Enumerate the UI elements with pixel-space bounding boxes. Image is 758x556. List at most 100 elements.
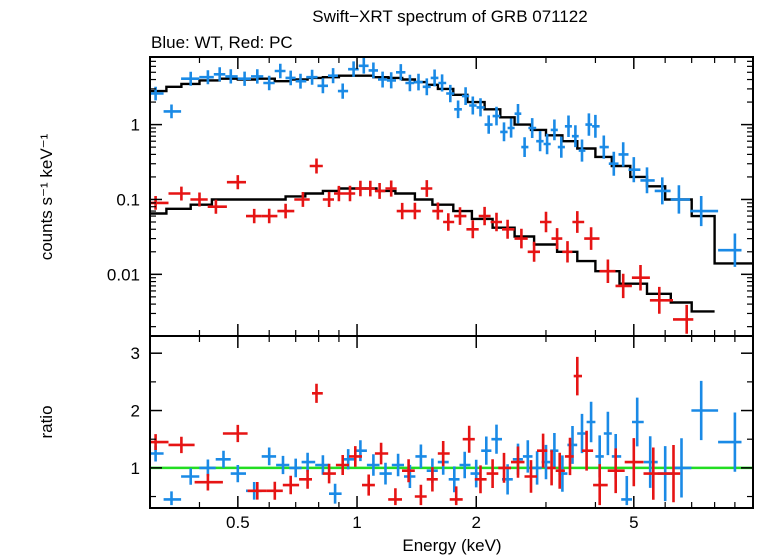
spectrum-PC-point bbox=[396, 202, 409, 220]
ratio-PC-point bbox=[643, 447, 664, 500]
spectrum-WT-point bbox=[640, 167, 655, 194]
x-tick-label: 1 bbox=[352, 513, 361, 532]
ratio-PC-point bbox=[349, 446, 362, 467]
spectrum-WT-point bbox=[414, 73, 423, 91]
ratio-y-tick-label: 2 bbox=[131, 402, 140, 421]
spectrum-WT-point bbox=[564, 115, 572, 137]
spectrum-PC-point bbox=[443, 213, 455, 231]
ratio-WT-point bbox=[163, 491, 182, 506]
ratio-PC-point bbox=[607, 448, 625, 494]
spectrum-WT-point bbox=[306, 69, 318, 85]
model-line-1 bbox=[150, 187, 715, 313]
spectrum-WT-point bbox=[237, 71, 251, 86]
spectrum-PC-point bbox=[261, 208, 278, 224]
spectrum-WT-point bbox=[557, 136, 565, 158]
spectrum-WT-point bbox=[492, 106, 501, 126]
spectrum-WT-point bbox=[199, 70, 214, 85]
ratio-WT-point bbox=[215, 450, 231, 468]
ratio-WT-point bbox=[230, 465, 246, 483]
spectrum-WT-point bbox=[358, 58, 369, 74]
ratio-PC-point bbox=[593, 464, 608, 506]
spectrum-WT-point bbox=[438, 74, 447, 92]
ratio-PC-point bbox=[486, 459, 499, 488]
spectrum-PC-point bbox=[631, 265, 650, 291]
spectrum-WT-point bbox=[328, 68, 338, 84]
ratio-WT-point bbox=[621, 476, 632, 506]
spectrum-y-tick-label: 0.1 bbox=[116, 190, 140, 209]
spectrum-WT-point bbox=[181, 71, 200, 86]
spectrum-WT-point bbox=[536, 131, 544, 152]
spectrum-WT-point bbox=[521, 137, 529, 157]
spectrum-WT-point bbox=[368, 62, 378, 79]
spectrum-PC-point bbox=[527, 241, 540, 262]
x-axis-label: Energy (keV) bbox=[402, 536, 501, 555]
spectrum-PC-point bbox=[246, 208, 262, 224]
spectrum-WT-point bbox=[274, 63, 286, 79]
ratio-PC-point bbox=[474, 465, 487, 494]
spectrum-WT-point bbox=[469, 96, 477, 115]
spectrum-PC-point bbox=[344, 185, 356, 202]
spectrum-WT-point bbox=[718, 233, 742, 267]
ratio-WT-point bbox=[481, 436, 492, 465]
ratio-PC-point bbox=[547, 450, 556, 486]
ratio-PC-point bbox=[322, 463, 336, 484]
spectrum-WT-point bbox=[578, 139, 586, 162]
ratio-PC-point bbox=[555, 452, 565, 489]
spectrum-PC-point bbox=[385, 180, 397, 197]
spectrum-PC-point bbox=[322, 191, 334, 207]
ratio-PC-point bbox=[150, 434, 169, 450]
spectrum-PC-point bbox=[649, 286, 673, 314]
spectrum-PC-point bbox=[408, 202, 421, 220]
spectrum-WT-point bbox=[396, 64, 406, 81]
ratio-PC-point bbox=[402, 459, 415, 483]
spectrum-WT-point bbox=[285, 70, 296, 86]
spectrum-WT-point bbox=[163, 104, 182, 119]
spectrum-WT-point bbox=[251, 69, 264, 84]
ratio-WT-point bbox=[459, 451, 471, 479]
ratio-WT-point bbox=[577, 413, 587, 454]
ratio-PC-point bbox=[498, 452, 511, 483]
spectrum-WT-point bbox=[585, 113, 593, 136]
ratio-WT-point bbox=[603, 411, 612, 456]
ratio-PC-point bbox=[426, 467, 438, 492]
spectrum-WT-point bbox=[446, 84, 455, 103]
spectrum-WT-point bbox=[514, 104, 522, 124]
axes: 0.01 0.1 1 1 2 3 0.5 1 2 5 bbox=[107, 57, 753, 532]
spectrum-y-tick-label: 1 bbox=[131, 116, 140, 135]
ratio-y-axis-label: ratio bbox=[37, 405, 56, 438]
ratio-PC-point bbox=[414, 484, 427, 506]
spectrum-y-axis-label: counts s⁻¹ keV⁻¹ bbox=[37, 133, 56, 260]
spectrum-WT-point bbox=[405, 74, 415, 92]
model-line-0 bbox=[150, 74, 753, 265]
ratio-PC-point bbox=[462, 425, 475, 453]
spectrum-WT-point bbox=[618, 142, 629, 167]
spectrum-WT-point bbox=[386, 72, 396, 89]
ratio-WT-point bbox=[415, 444, 427, 469]
ratio-WT-point bbox=[718, 412, 742, 472]
spectrum-WT-point bbox=[654, 177, 671, 205]
ratio-PC-point bbox=[537, 433, 548, 468]
ratio-WT-point bbox=[366, 454, 380, 476]
x-tick-label: 5 bbox=[629, 513, 638, 532]
spectrum-WT-point bbox=[348, 61, 359, 77]
spectrum-PC-point bbox=[478, 206, 491, 226]
spectrum-PC-point bbox=[420, 180, 433, 197]
ratio-WT-point bbox=[391, 453, 404, 477]
spectrum-WT-point bbox=[690, 196, 719, 227]
spectrum-PC-point bbox=[207, 199, 227, 214]
ratio-WT-point bbox=[301, 452, 316, 472]
ratio-WT-point bbox=[181, 468, 200, 485]
ratio-PC-point bbox=[374, 442, 389, 465]
spectrum-PC-point bbox=[572, 211, 585, 233]
ratio-PC-point bbox=[194, 473, 223, 491]
ratio-WT-point bbox=[448, 466, 460, 493]
spectrum-WT-point bbox=[213, 67, 226, 82]
spectrum-WT-point bbox=[225, 69, 238, 84]
spectrum-PC-point bbox=[514, 228, 528, 249]
ratio-WT-point bbox=[586, 401, 596, 443]
ratio-PC-point bbox=[335, 455, 349, 475]
ratio-PC-point bbox=[312, 383, 323, 403]
ratio-y-tick-label: 1 bbox=[131, 459, 140, 478]
spectrum-WT-point bbox=[422, 78, 431, 96]
